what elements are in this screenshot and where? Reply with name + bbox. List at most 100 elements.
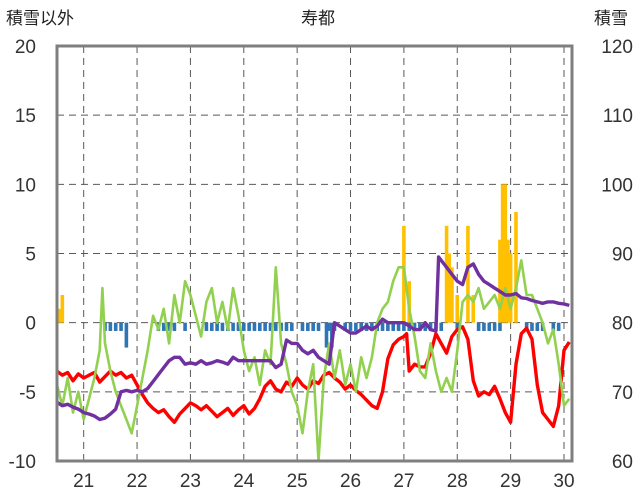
blue-bar-8 [172,322,177,331]
blue-bar-2 [113,322,118,331]
blue-bar-25 [284,322,289,331]
series-lines [55,255,571,463]
blue-bar-62 [535,322,540,331]
blue-bar-15 [231,322,235,331]
x-tick-3: 24 [233,471,255,492]
x-tick-4: 25 [287,471,308,492]
y-tick-right-4: 80 [612,314,633,335]
y-tick-left-6: -10 [9,452,36,473]
chart-title: 寿都 [301,9,335,29]
x-tick-0: 21 [73,471,94,492]
blue-bar-32 [327,322,331,331]
orange-bar-12 [503,184,508,323]
blue-bar-58 [492,322,497,331]
blue-bar-40 [370,322,374,331]
blue-bar-57 [487,322,492,331]
blue-bar-43 [386,322,390,331]
y-tick-left-1: 15 [15,106,36,127]
blue-bar-61 [530,322,534,331]
orange-bar-13 [506,239,510,323]
blue-bar-42 [380,322,385,331]
y-tick-right-5: 70 [612,383,633,404]
orange-bar-15 [514,212,518,323]
orange-bar-7 [455,295,460,323]
blue-bar-36 [348,322,353,331]
blue-bar-11 [209,322,214,331]
purple-series-line [56,255,570,422]
blue-bar-12 [215,322,219,331]
blue-bar-31 [324,322,329,348]
blue-bar-22 [268,322,273,331]
orange-bar-9 [471,295,476,323]
blue-bar-59 [498,322,502,331]
blue-bar-7 [167,322,171,331]
orange-bar-8 [466,225,470,323]
blue-bar-65 [556,322,561,331]
blue-bar-46 [402,322,406,331]
orange-bar-6 [450,267,454,323]
orange-bar-11 [500,184,505,323]
y-axis-right-label: 積雪 [594,9,628,29]
blue-bar-26 [290,322,294,331]
blue-bar-4 [124,322,129,348]
green-series-line [55,259,571,463]
orange-bar-14 [508,253,513,323]
blue-bar-28 [306,322,310,331]
blue-bar-19 [252,322,257,331]
y-tick-left-2: 10 [15,175,36,196]
blue-bar-50 [423,322,428,331]
y-tick-right-1: 110 [603,106,633,127]
x-ticks: 21 22 23 24 25 26 27 28 29 30 [73,471,574,492]
orange-bar-5 [447,253,452,323]
y-tick-right-2: 100 [601,175,633,196]
y-tick-left-4: 0 [25,314,36,335]
x-tick-6: 27 [393,471,414,492]
blue-bar-3 [119,322,123,331]
blue-bar-29 [311,322,315,331]
x-tick-2: 23 [180,471,201,492]
blue-bar-55 [476,322,481,331]
y-tick-left-3: 5 [25,245,36,266]
blue-bar-13 [220,322,225,331]
x-tick-9: 30 [553,471,574,492]
y-axis-left-label: 積雪以外 [6,9,74,29]
red-series-line [55,325,571,429]
blue-bar-53 [439,322,444,331]
blue-bar-45 [396,322,401,331]
blue-bar-48 [412,322,417,331]
orange-bar-10 [498,239,502,323]
y-tick-left-5: -5 [19,383,36,404]
blue-bar-20 [257,322,262,331]
blue-bar-30 [316,322,321,331]
orange-bar-0 [57,308,62,323]
x-tick-1: 22 [126,471,147,492]
blue-bar-35 [343,322,347,331]
blue-bar-10 [204,322,209,331]
plot-frame [55,44,574,463]
blue-bar-38 [359,322,363,331]
y-tick-left-0: 20 [15,37,36,58]
x-tick-7: 28 [447,471,468,492]
blue-bar-44 [391,322,396,331]
blue-bar-64 [551,322,556,331]
blue-bar-23 [274,322,278,331]
orange-bar-1 [60,295,65,323]
blue-bar-1 [108,322,113,331]
blue-bar-16 [236,322,241,331]
blue-bar-54 [455,322,460,331]
blue-bar-56 [482,322,486,331]
blue-bar-17 [241,322,246,331]
y-tick-right-6: 60 [612,452,633,473]
blue-bar-21 [263,322,267,331]
blue-bar-9 [183,322,187,331]
x-tick-8: 29 [500,471,521,492]
y-tick-right-3: 90 [612,245,633,266]
blue-bar-6 [161,322,166,331]
y-ticks-left: 20 15 10 5 0 -5 -10 [9,37,36,473]
blue-bar-37 [354,322,358,331]
x-tick-5: 26 [340,471,361,492]
blue-bar-18 [247,322,251,331]
orange-bar-4 [444,225,449,323]
y-ticks-right: 120 110 100 90 80 70 60 [601,37,633,473]
